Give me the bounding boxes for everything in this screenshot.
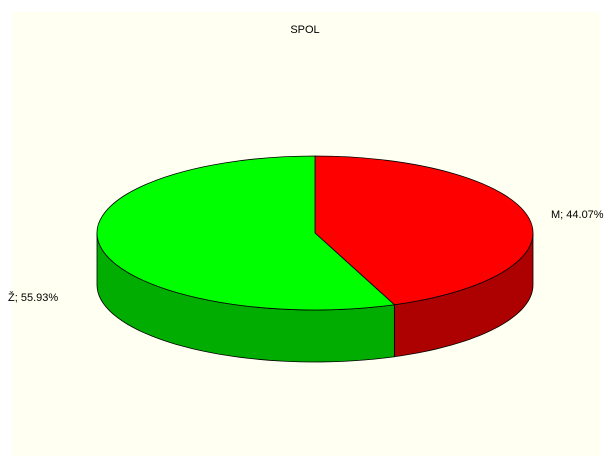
slice bbox=[96, 155, 396, 311]
slice-label: Ž; 55.93% bbox=[8, 291, 58, 304]
slice-label: M; 44.07% bbox=[551, 209, 604, 221]
pie bbox=[96, 155, 534, 363]
chart-title: SPOL bbox=[290, 24, 319, 36]
slice bbox=[314, 155, 534, 306]
